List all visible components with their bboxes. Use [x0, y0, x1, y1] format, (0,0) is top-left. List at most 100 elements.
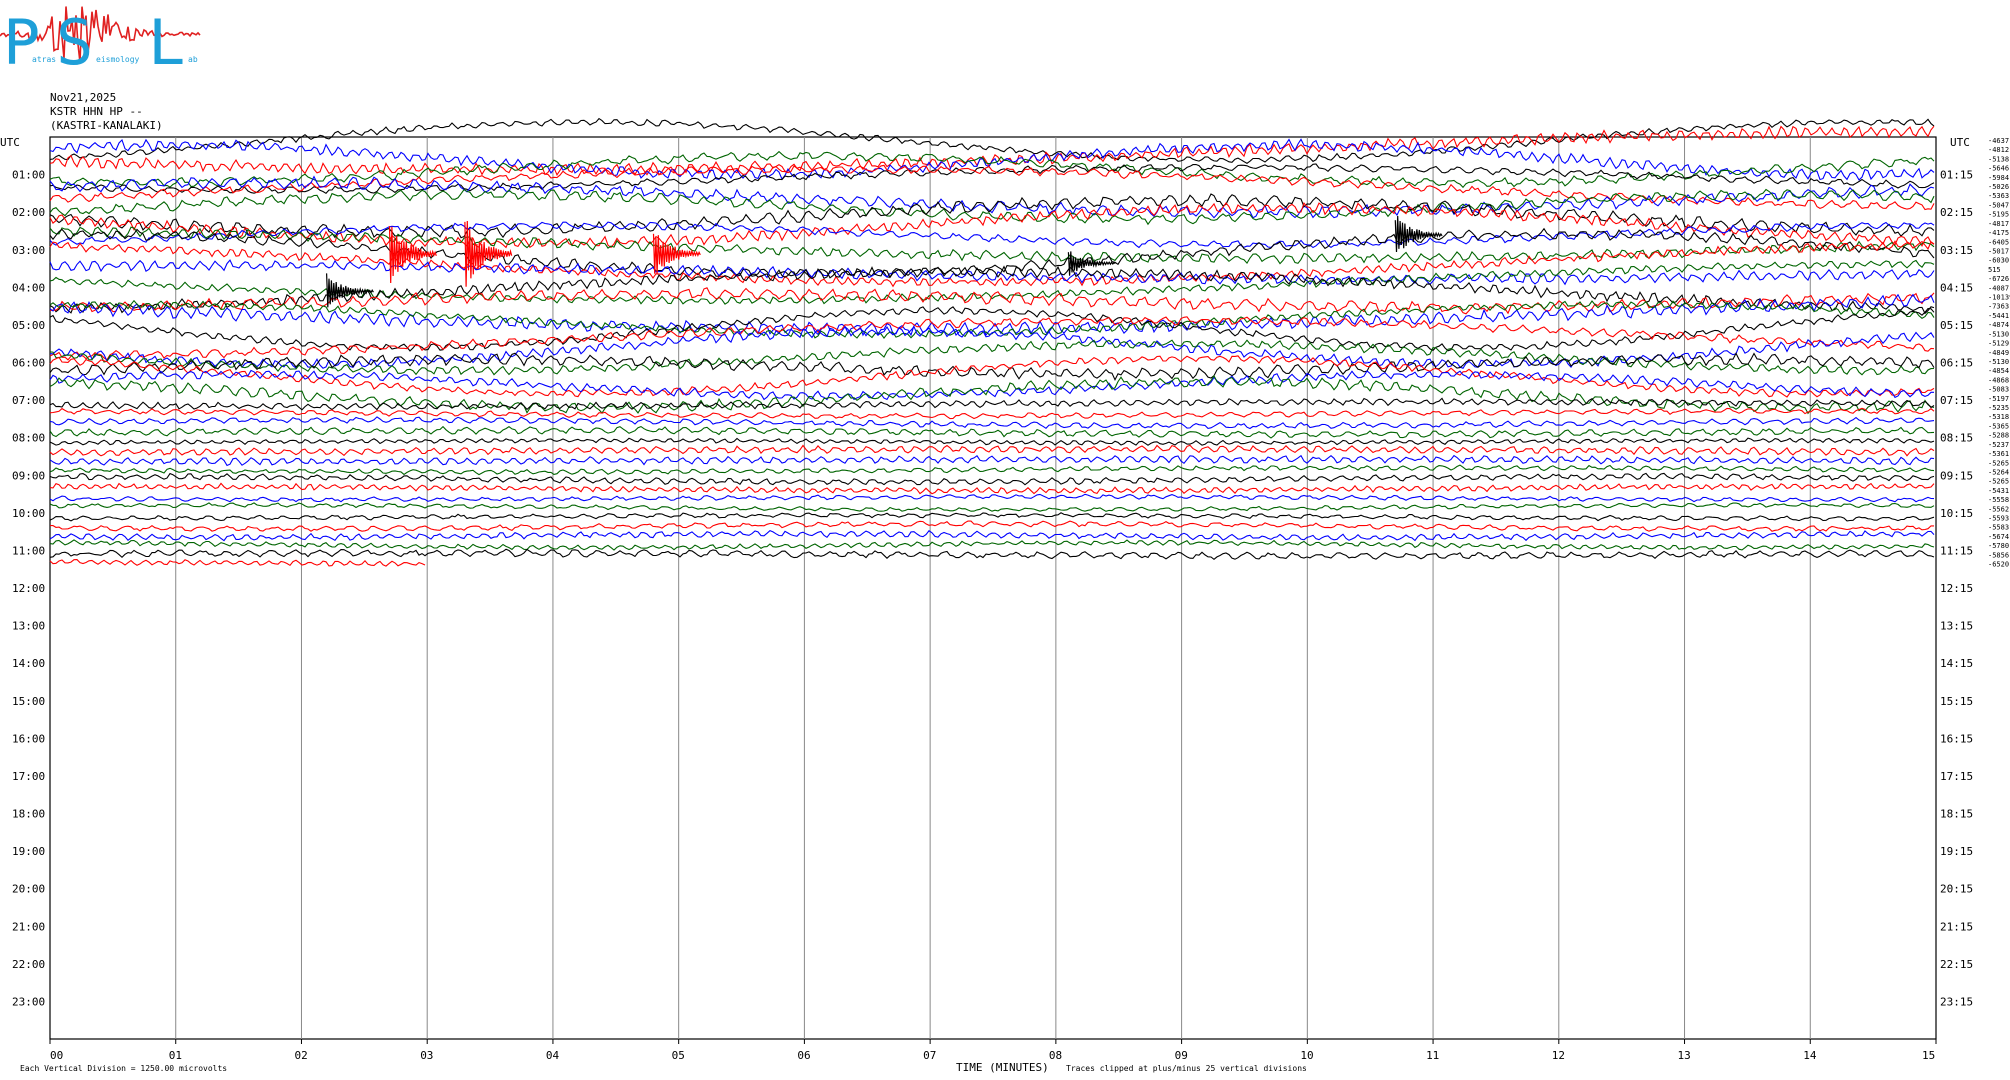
offset-label-19: -7363	[1988, 303, 2009, 311]
hour-label-right-1515: 15:15	[1940, 695, 1973, 708]
hour-label-0600: 06:00	[12, 357, 45, 370]
hour-label-right-0615: 06:15	[1940, 357, 1973, 370]
offset-label-1: -4637	[1988, 137, 2009, 145]
offset-label-27: -4868	[1988, 376, 2009, 384]
trace-17	[49, 265, 1935, 315]
offset-label-3: -5138	[1988, 155, 2009, 163]
offset-label-11: -4175	[1988, 229, 2009, 237]
hour-label-1700: 17:00	[12, 770, 45, 783]
offset-label-23: -5129	[1988, 340, 2009, 348]
psl-logo: P S L atras eismology ab	[0, 6, 201, 79]
hour-label-right-1015: 10:15	[1940, 507, 1973, 520]
trace-26	[49, 355, 1935, 398]
x-tick-13: 13	[1678, 1049, 1691, 1062]
offset-label-37: -5264	[1988, 468, 2009, 476]
offset-label-12: -6405	[1988, 238, 2009, 246]
trace-43	[49, 529, 1935, 542]
hour-label-right-0715: 07:15	[1940, 394, 1973, 407]
offset-label-18: -10139	[1988, 294, 2010, 302]
trace-37	[49, 472, 1935, 486]
offset-label-4: -5646	[1988, 165, 2009, 173]
trace-35	[49, 454, 1935, 467]
hour-label-right-1915: 19:15	[1940, 845, 1973, 858]
trace-42	[50, 520, 1934, 532]
offset-label-41: -5562	[1988, 505, 2009, 513]
hour-label-1100: 11:00	[12, 544, 45, 557]
hour-label-2100: 21:00	[12, 920, 45, 933]
hour-label-1400: 14:00	[12, 657, 45, 670]
hour-label-0900: 09:00	[12, 469, 45, 482]
logo-word-atras: atras	[32, 55, 56, 64]
trace-13	[49, 227, 1935, 279]
logo-letter-l: L	[148, 6, 185, 79]
hour-label-2000: 20:00	[12, 883, 45, 896]
trace-offset-labels: -4637-4812-5138 -5646-5984-5026-5363-5047…	[1988, 137, 2010, 569]
offset-label-31: -5318	[1988, 413, 2009, 421]
offset-label-34: -5237	[1988, 441, 2009, 449]
trace-46	[49, 559, 426, 567]
offset-label-39: -5431	[1988, 487, 2009, 495]
x-axis-ticks: 00 01 02 03 04 05 06 07 08 09 10 11 12 13 14 15	[49, 1039, 1937, 1062]
hour-label-0400: 04:00	[12, 281, 45, 294]
hour-label-right-2215: 22:15	[1940, 958, 1973, 971]
hour-label-0500: 05:00	[12, 319, 45, 332]
offset-label-28: -5083	[1988, 386, 2009, 394]
hour-label-1800: 18:00	[12, 808, 45, 821]
offset-label-6: -5026	[1988, 183, 2009, 191]
offset-label-36: -5265	[1988, 459, 2009, 467]
trace-5	[49, 163, 1935, 195]
hour-label-1600: 16:00	[12, 732, 45, 745]
logo-letter-p: P	[3, 6, 40, 79]
trace-8	[49, 188, 1935, 226]
hour-label-right-0915: 09:15	[1940, 469, 1973, 482]
location-label: (KASTRI-KANALAKI)	[50, 119, 163, 132]
trace-36	[49, 464, 1935, 476]
offset-label-10: -4817	[1988, 220, 2009, 228]
hour-label-1300: 13:00	[12, 620, 45, 633]
hour-label-right-1415: 14:15	[1940, 657, 1973, 670]
offset-label-9: -5195	[1988, 211, 2009, 219]
trace-9	[49, 193, 1935, 239]
right-hour-labels: 01:15 02:15 03:15 04:15 05:15 06:15 07:15 08:15…	[1940, 169, 1973, 1009]
offset-label-14: -6030	[1988, 257, 2009, 265]
hour-label-right-0515: 05:15	[1940, 319, 1973, 332]
offset-label-44: -5674	[1988, 533, 2009, 541]
trace-29	[49, 397, 1935, 411]
trace-21	[49, 306, 1935, 352]
hour-label-2200: 22:00	[12, 958, 45, 971]
offset-label-26: -4854	[1988, 367, 2009, 375]
trace-22	[49, 316, 1935, 361]
trace-40	[49, 502, 1935, 512]
logo-letter-s: S	[56, 6, 93, 79]
hour-label-0200: 02:00	[12, 206, 45, 219]
hour-label-0700: 07:00	[12, 394, 45, 407]
plot-frame	[49, 136, 1937, 1040]
offset-label-22: -5130	[1988, 330, 2009, 338]
trace-24	[49, 339, 1935, 376]
offset-label-42: -5593	[1988, 515, 2009, 523]
station-label: KSTR HHN HP --	[50, 105, 143, 118]
scale-note: Each Vertical Division = 1250.00 microvo…	[20, 1064, 227, 1073]
utc-label-right: UTC	[1950, 136, 1970, 149]
trace-39	[49, 493, 1935, 503]
trace-19	[49, 293, 1935, 337]
hour-label-right-0415: 04:15	[1940, 281, 1973, 294]
hour-label-0800: 08:00	[12, 432, 45, 445]
trace-11	[49, 221, 1935, 249]
hour-label-0300: 03:00	[12, 244, 45, 257]
offset-label-33: -5288	[1988, 432, 2009, 440]
trace-31	[49, 416, 1935, 430]
trace-15	[49, 259, 1935, 286]
trace-6	[49, 164, 1935, 211]
offset-label-35: -5361	[1988, 450, 2009, 458]
offset-label-24: -4849	[1988, 349, 2009, 357]
offset-label-2: -4812	[1988, 146, 2009, 154]
offset-label-25: -5130	[1988, 358, 2009, 366]
offset-label-5: -5984	[1988, 174, 2009, 182]
x-tick-02: 02	[294, 1049, 307, 1062]
offset-label-13: -5017	[1988, 247, 2009, 255]
x-tick-15: 15	[1922, 1049, 1935, 1062]
hour-label-right-0815: 08:15	[1940, 432, 1973, 445]
hour-label-1200: 12:00	[12, 582, 45, 595]
